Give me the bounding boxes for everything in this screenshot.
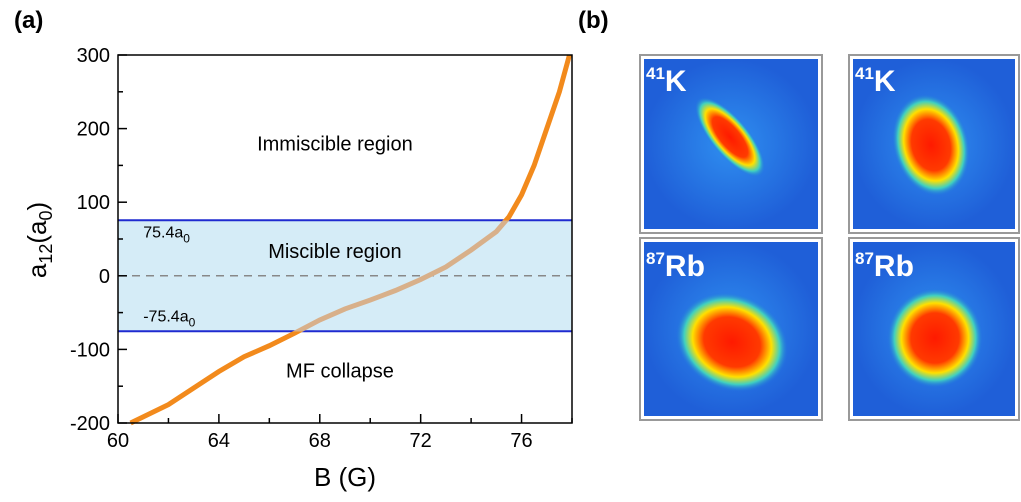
y-tick-label: 200 xyxy=(77,119,110,141)
image-label: 87Rb xyxy=(855,249,914,283)
image-label: 41K xyxy=(855,64,896,98)
x-tick-label: 64 xyxy=(208,430,230,452)
annotation-part: 0 xyxy=(183,232,190,246)
y-tick-label: -200 xyxy=(70,413,110,435)
x-axis-label: B (G) xyxy=(314,462,376,492)
image xyxy=(639,237,823,421)
region-label: Miscible region xyxy=(268,241,401,263)
y-tick-label: 100 xyxy=(77,192,110,214)
mass-number: 87 xyxy=(855,249,874,268)
y-tick-label: 300 xyxy=(77,45,110,67)
x-tick-label: 72 xyxy=(410,430,432,452)
mass-number: 41 xyxy=(646,64,665,83)
annotation: 75.4a0 xyxy=(143,225,190,246)
y-label-part: (a xyxy=(22,220,52,244)
y-axis-label: a12(a0) xyxy=(22,202,56,278)
curve xyxy=(129,54,572,426)
element: Rb xyxy=(665,250,705,283)
mass-number: 41 xyxy=(855,64,874,83)
element: K xyxy=(665,65,687,98)
x-tick-label: 68 xyxy=(309,430,331,452)
y-label-part: ) xyxy=(22,202,52,211)
images xyxy=(639,54,1020,421)
plot-frame xyxy=(117,54,573,424)
image-label: 41K xyxy=(646,64,687,98)
image-label: 87Rb xyxy=(646,249,705,283)
annotation-part: 75.4a xyxy=(143,225,183,242)
annotation-part: 0 xyxy=(189,315,196,329)
annotation: -75.4a0 xyxy=(143,308,195,329)
element: Rb xyxy=(874,250,914,283)
y-tick-label: -100 xyxy=(70,339,110,361)
x-tick-label: 60 xyxy=(107,430,129,452)
image xyxy=(848,237,1020,421)
element: K xyxy=(874,65,896,98)
y-label-part: 12 xyxy=(36,244,56,264)
y-label-part: a xyxy=(22,263,52,278)
region-label: Immiscible region xyxy=(257,134,413,156)
image xyxy=(848,54,1020,234)
y-label-part: 0 xyxy=(36,211,56,221)
panel-label: (b) xyxy=(578,7,609,34)
region-label: MF collapse xyxy=(286,360,394,382)
y-tick-label: 0 xyxy=(99,266,110,288)
image xyxy=(639,54,823,234)
panel-label: (a) xyxy=(14,7,43,34)
mass-number: 87 xyxy=(646,249,665,268)
annotation-part: -75.4a xyxy=(143,308,188,325)
x-tick-label: 76 xyxy=(510,430,532,452)
